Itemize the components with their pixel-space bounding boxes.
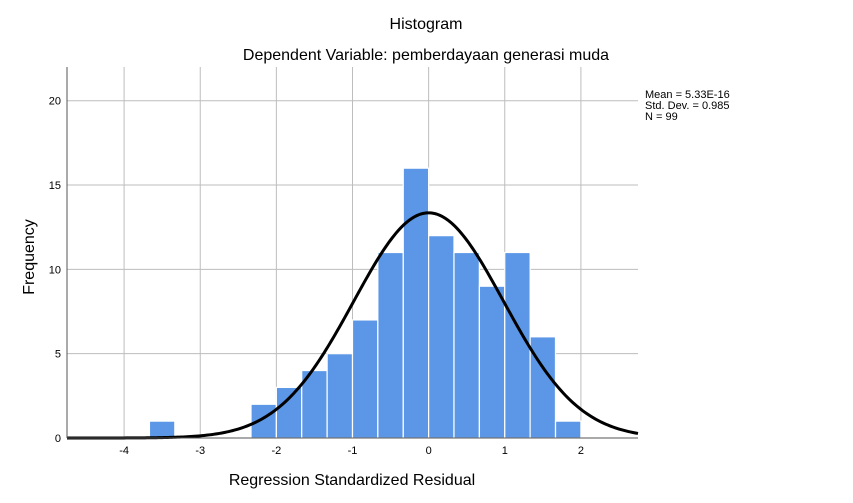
histogram-bar — [554, 420, 582, 439]
stats-n: N = 99 — [645, 111, 678, 123]
histogram-bar — [148, 420, 176, 439]
stats-std-dev: Std. Dev. = 0.985 — [645, 100, 730, 112]
histogram-bar — [326, 353, 354, 439]
histogram-bar — [351, 319, 379, 439]
histogram-bar — [377, 251, 404, 439]
histogram-bar — [453, 251, 480, 439]
histogram-bar — [402, 167, 430, 439]
x-tick-label: -3 — [195, 445, 205, 457]
histogram-bar — [504, 251, 531, 439]
x-tick-label: -2 — [271, 445, 281, 457]
stats-mean: Mean = 5.33E-16 — [645, 89, 730, 101]
y-tick-label: 5 — [55, 349, 61, 361]
y-tick-label: 20 — [49, 96, 61, 108]
axes — [66, 67, 638, 439]
x-tick-label: -1 — [348, 445, 358, 457]
x-tick-label: 0 — [426, 445, 432, 457]
y-tick-label: 0 — [55, 433, 61, 445]
x-tick-label: 1 — [502, 445, 508, 457]
x-axis-title: Regression Standardized Residual — [229, 472, 475, 489]
y-tick-label: 15 — [49, 180, 61, 192]
histogram-bar — [478, 285, 506, 439]
x-tick-label: -4 — [119, 445, 129, 457]
histogram-bar — [428, 235, 455, 439]
chart-subtitle: Dependent Variable: pemberdayaan generas… — [243, 47, 609, 64]
histogram-bar — [301, 369, 328, 439]
y-axis-title: Frequency — [21, 219, 38, 295]
chart-title: Histogram — [390, 16, 463, 33]
y-tick-label: 10 — [49, 264, 61, 276]
x-tick-label: 2 — [578, 445, 584, 457]
histogram-bar — [275, 386, 303, 439]
histogram-bars — [148, 167, 582, 439]
